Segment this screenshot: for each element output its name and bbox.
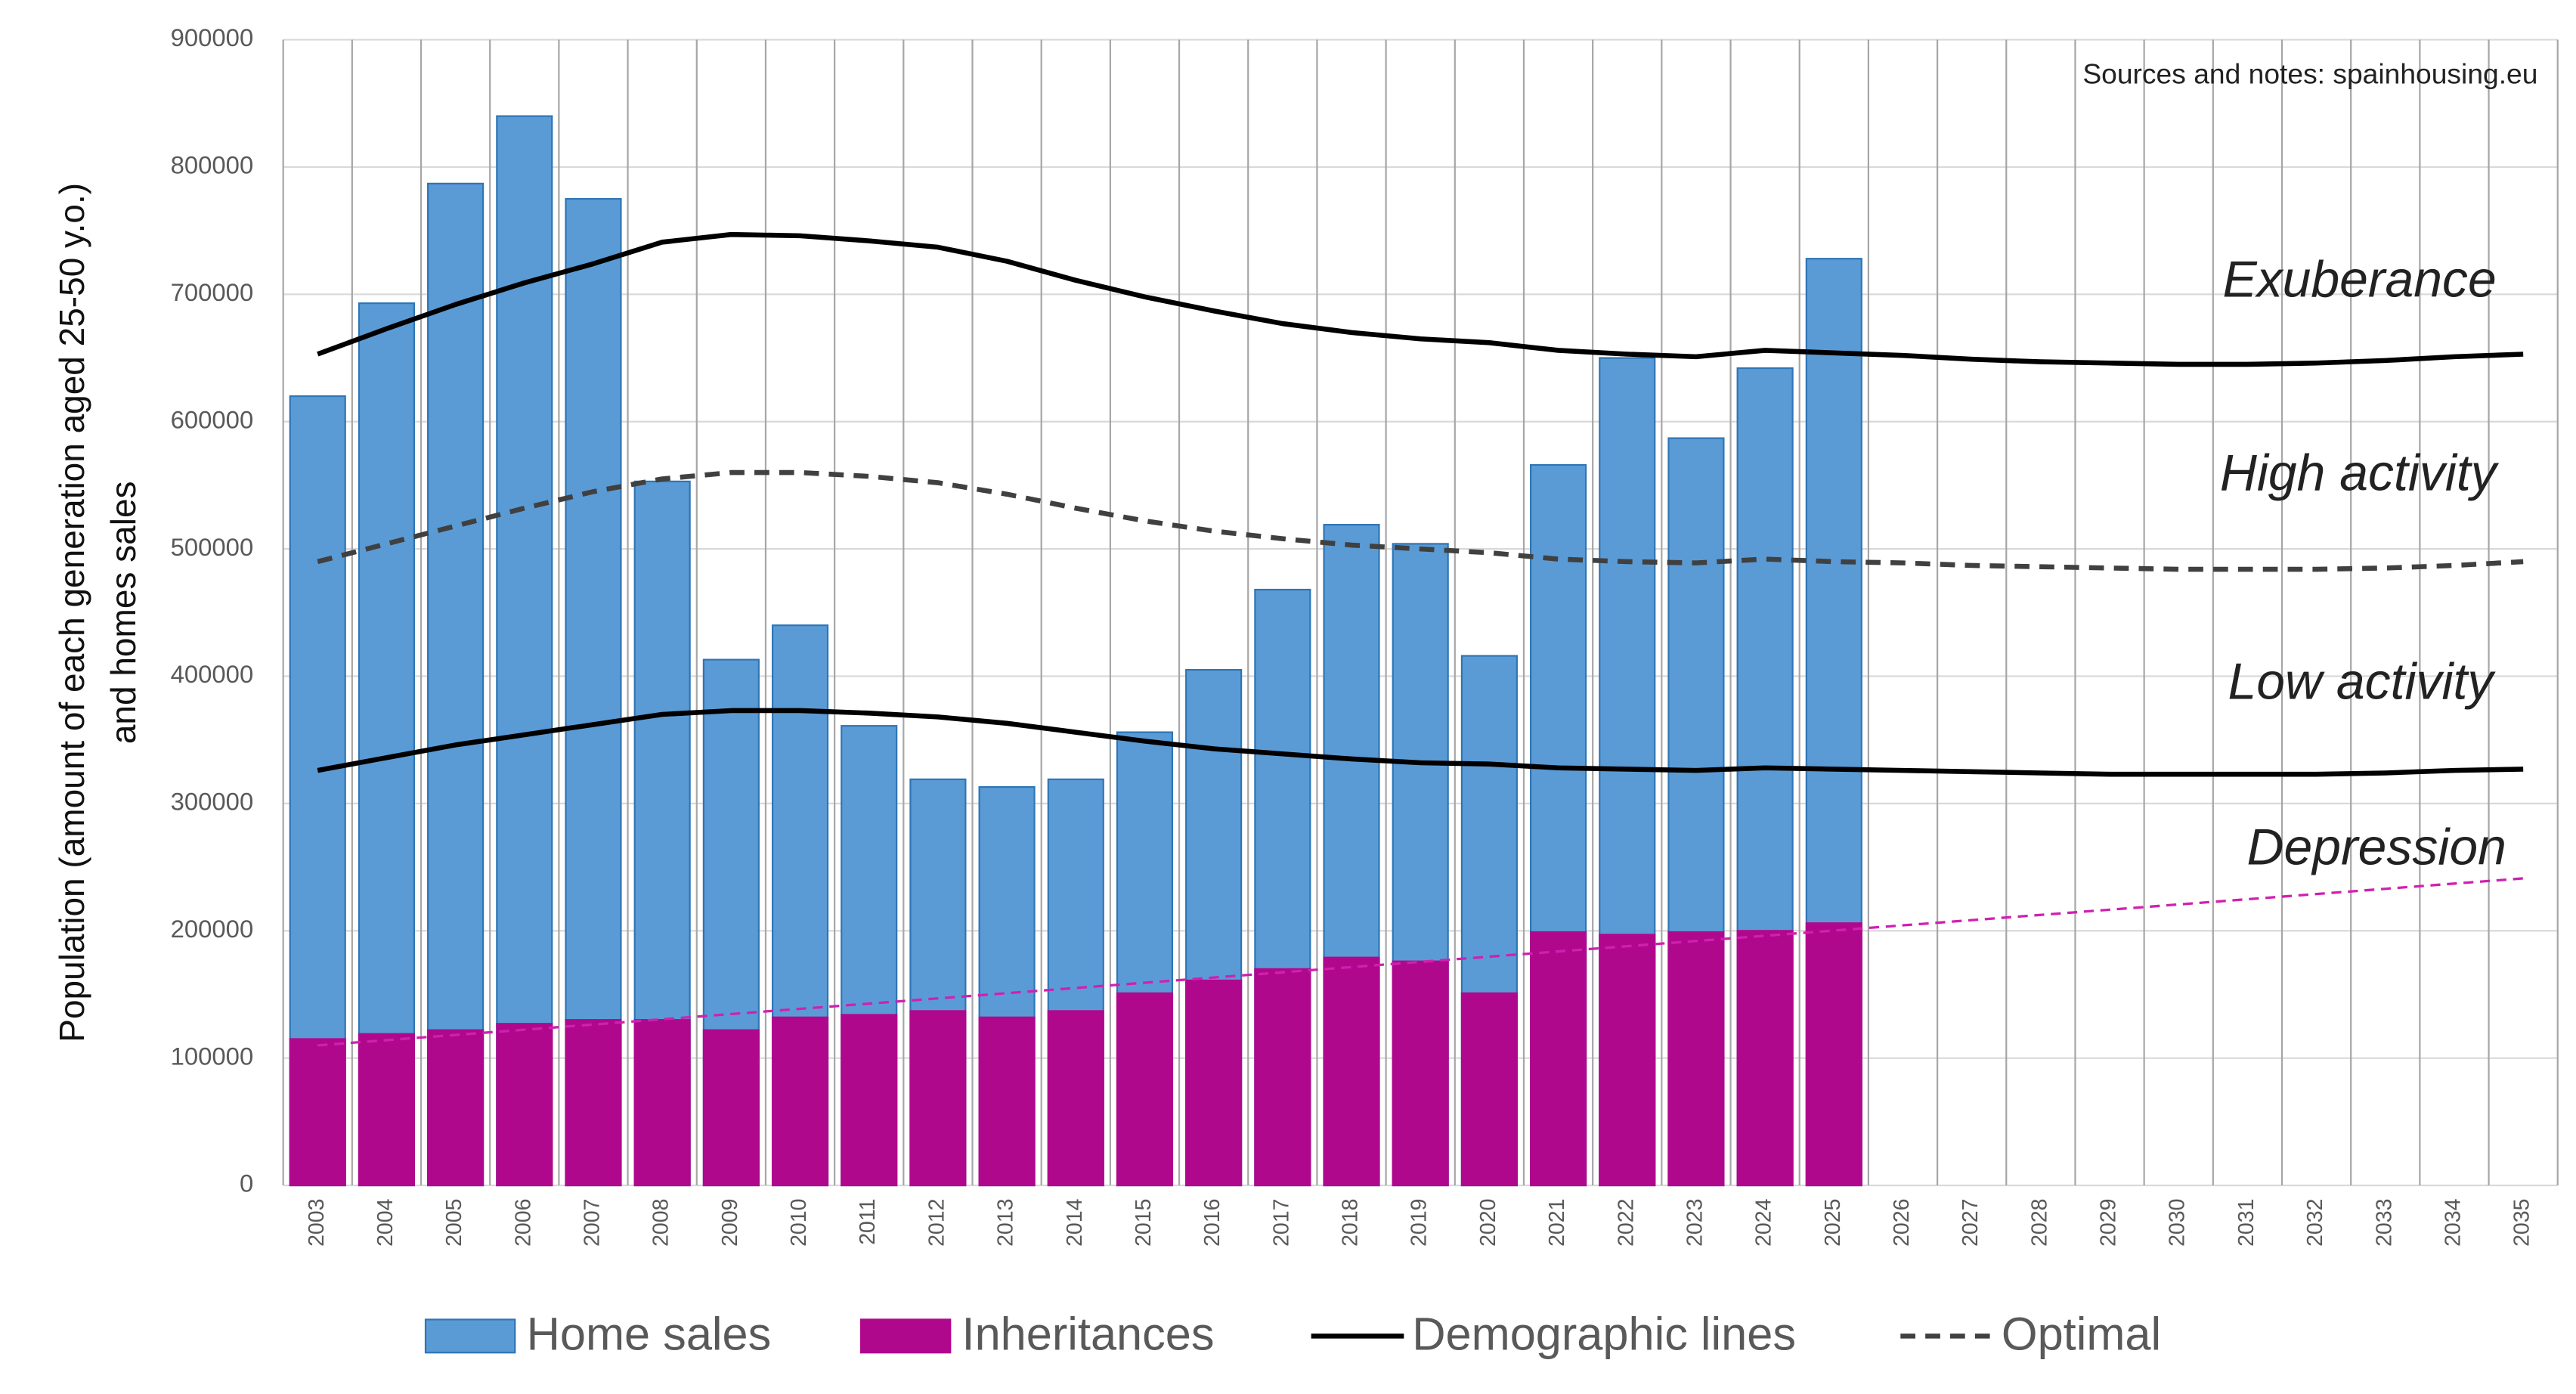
bar <box>289 1038 346 1187</box>
legend-swatch <box>859 1318 952 1354</box>
bar <box>771 1016 829 1187</box>
x-tick-label: 2003 <box>305 1199 329 1247</box>
x-tick-label: 2016 <box>1200 1199 1225 1247</box>
x-tick-label: 2021 <box>1545 1199 1569 1247</box>
bar <box>427 182 485 1187</box>
x-tick-label: 2020 <box>1476 1199 1500 1247</box>
y-axis-label: Population (amount of each generation ag… <box>52 183 91 1042</box>
bar <box>1736 930 1794 1187</box>
bar <box>427 1029 485 1187</box>
zone-label: Depression <box>2247 819 2506 876</box>
line <box>317 708 2524 777</box>
x-tick-label: 2017 <box>1269 1199 1293 1247</box>
bar <box>1116 992 1174 1187</box>
x-tick-label: 2025 <box>1821 1199 1845 1247</box>
legend-label: Home sales <box>527 1308 772 1360</box>
y-tick-label: 700000 <box>171 278 254 306</box>
bar <box>1254 968 1311 1187</box>
legend-label: Demographic lines <box>1412 1308 1796 1360</box>
bar <box>978 1016 1036 1187</box>
y-tick-label: 600000 <box>171 405 254 433</box>
x-tick-label: 2013 <box>994 1199 1018 1247</box>
x-tick-label: 2006 <box>511 1199 535 1247</box>
bar <box>909 1010 967 1187</box>
x-tick-label: 2005 <box>442 1199 466 1247</box>
bar <box>1047 1010 1104 1187</box>
x-tick-label: 2022 <box>1614 1199 1638 1247</box>
x-tick-label: 2011 <box>856 1199 880 1245</box>
legend-swatch <box>424 1318 516 1354</box>
x-tick-label: 2009 <box>718 1199 742 1247</box>
x-tick-label: 2008 <box>649 1199 673 1247</box>
bar <box>496 1023 553 1187</box>
y-tick-label: 400000 <box>171 660 254 688</box>
x-tick-label: 2018 <box>1339 1199 1363 1247</box>
x-tick-label: 2012 <box>924 1199 949 1247</box>
zone-label: Low activity <box>2228 654 2497 711</box>
bar <box>1185 979 1243 1187</box>
x-tick-label: 2032 <box>2303 1199 2327 1247</box>
bar <box>496 115 553 1187</box>
bar <box>702 1029 760 1187</box>
bar <box>633 1019 691 1187</box>
source-note: Sources and notes: spainhousing.eu <box>2082 58 2537 90</box>
bar <box>1323 956 1380 1187</box>
x-tick-label: 2031 <box>2234 1199 2259 1247</box>
legend-label: Optimal <box>2002 1308 2161 1360</box>
y-tick-label: 100000 <box>171 1042 254 1070</box>
x-tick-label: 2024 <box>1752 1199 1776 1247</box>
bar <box>1392 960 1449 1187</box>
bar <box>841 1014 898 1187</box>
line <box>317 469 2524 572</box>
marks <box>289 115 2524 1187</box>
x-tick-label: 2030 <box>2166 1199 2190 1247</box>
x-tick-label: 2027 <box>1958 1199 1983 1247</box>
bar <box>1667 931 1725 1187</box>
x-tick-label: 2033 <box>2372 1199 2396 1247</box>
x-tick-label: 2007 <box>581 1199 605 1247</box>
x-tick-label: 2026 <box>1890 1199 1914 1247</box>
x-tick-label: 2023 <box>1683 1199 1707 1247</box>
zone-label: Exuberance <box>2222 251 2496 308</box>
y-tick-label: 200000 <box>171 915 254 943</box>
x-tick-label: 2015 <box>1132 1199 1156 1247</box>
x-tick-label: 2010 <box>787 1199 811 1247</box>
bar <box>565 1019 622 1187</box>
y-tick-label: 900000 <box>171 23 254 51</box>
line <box>317 877 2524 1047</box>
y-tick-label: 300000 <box>171 788 254 816</box>
x-tick-label: 2034 <box>2441 1199 2465 1247</box>
y-axis-label: and homes sales <box>104 481 143 744</box>
bar <box>1460 992 1518 1187</box>
line <box>317 231 2524 367</box>
bar <box>1530 931 1587 1187</box>
x-tick-label: 2014 <box>1063 1199 1087 1247</box>
x-tick-label: 2004 <box>373 1199 398 1247</box>
bar <box>1599 934 1656 1187</box>
x-tick-label: 2035 <box>2510 1199 2534 1247</box>
legend-label: Inheritances <box>962 1308 1215 1360</box>
y-tick-label: 0 <box>240 1169 253 1197</box>
bar <box>358 1033 416 1187</box>
x-tick-label: 2019 <box>1407 1199 1432 1247</box>
x-tick-label: 2028 <box>2027 1199 2051 1247</box>
zone-label: High activity <box>2220 445 2500 502</box>
y-tick-label: 800000 <box>171 151 254 179</box>
bar <box>1805 922 1862 1187</box>
y-tick-label: 500000 <box>171 533 254 561</box>
x-tick-label: 2029 <box>2097 1199 2121 1247</box>
